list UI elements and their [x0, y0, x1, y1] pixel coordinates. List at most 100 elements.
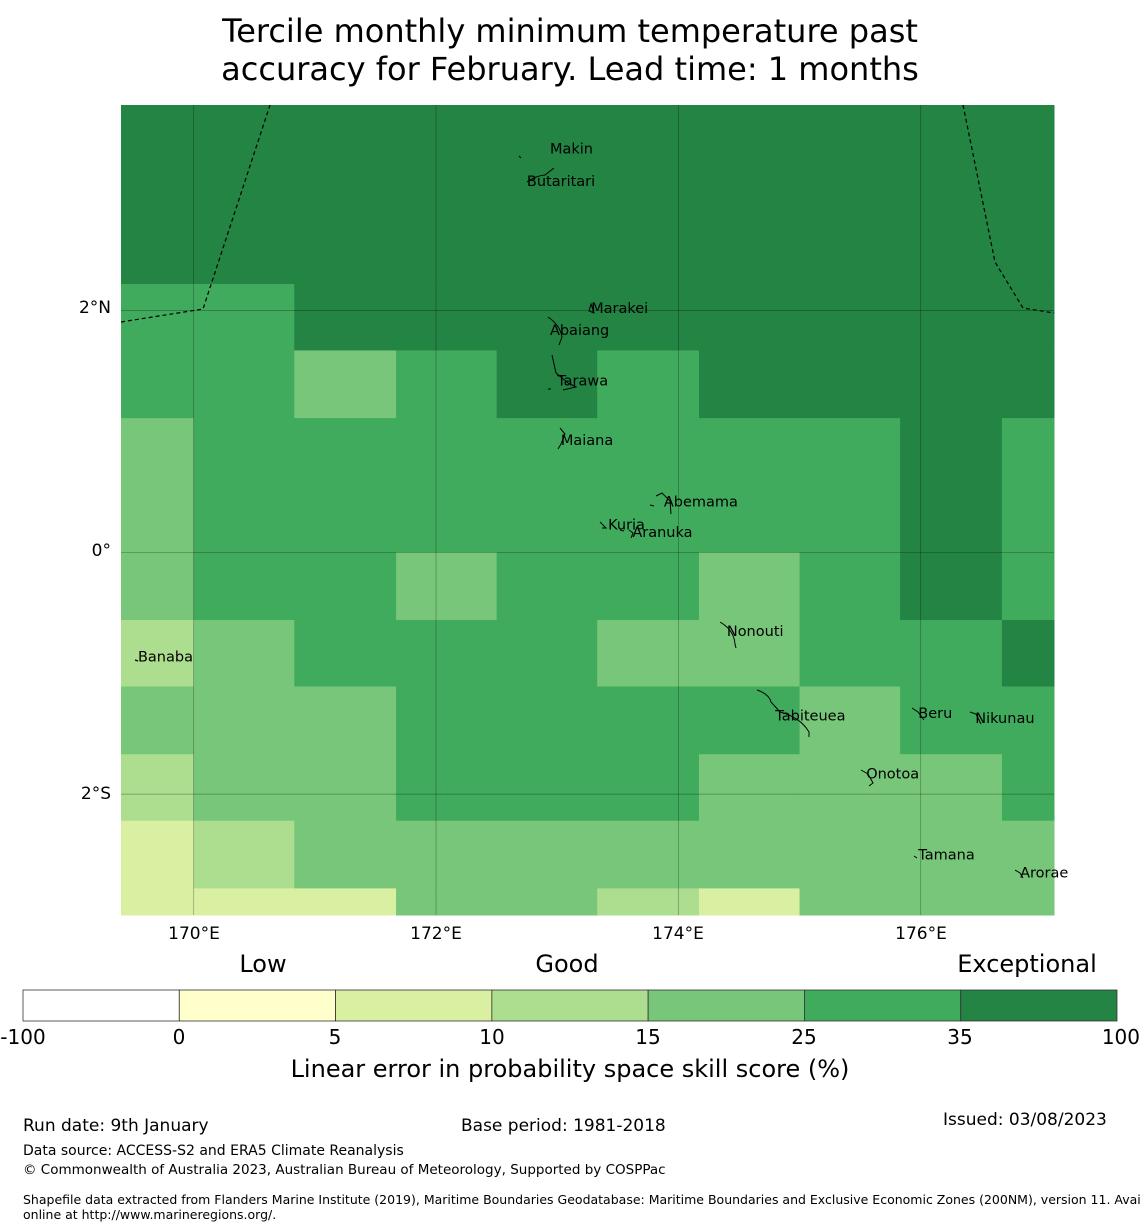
skill-cell — [799, 552, 901, 621]
island-label-nikunau: Nikunau — [975, 711, 1034, 727]
island-outline-onotoa — [860, 769, 874, 787]
skill-cell — [1001, 283, 1055, 351]
skill-cell — [597, 620, 700, 688]
skill-cell — [1001, 686, 1055, 755]
island-label-banaba: Banaba — [138, 649, 193, 665]
skill-cell — [294, 820, 397, 889]
island-label-tarawa: Tarawa — [556, 374, 608, 390]
skill-cell — [121, 283, 195, 351]
colorbar-tick: 15 — [635, 1025, 661, 1049]
colorbar-tick: -100 — [0, 1025, 46, 1049]
skill-grid — [121, 105, 1055, 916]
y-tick-2s: 2°S — [80, 784, 111, 804]
island-outline-aranuka — [619, 529, 634, 539]
skill-cell — [496, 283, 598, 351]
island-outline-tamana — [913, 855, 918, 859]
island-outline-abaiang — [547, 316, 563, 346]
x-tick-174e: 174°E — [652, 924, 704, 944]
x-tick-172e: 172°E — [410, 924, 462, 944]
skill-cell — [396, 888, 498, 916]
skill-cell — [900, 686, 1003, 755]
skill-cell — [900, 418, 1003, 553]
skill-cell — [396, 754, 498, 822]
skill-cell — [294, 418, 397, 553]
skill-cell — [698, 888, 801, 916]
x-tick-176e: 176°E — [895, 924, 947, 944]
skill-cell — [799, 620, 901, 688]
island-outlines — [134, 155, 1024, 879]
skill-cell — [900, 283, 1003, 351]
eez-boundaries — [120, 104, 1055, 323]
skill-cell — [698, 820, 801, 889]
island-outline-nikunau — [969, 711, 982, 725]
y-tick-2n: 2°N — [78, 298, 111, 318]
island-outline-marakei — [588, 302, 595, 314]
skill-cell — [294, 888, 397, 916]
skill-cell — [121, 105, 195, 285]
skill-cell — [193, 552, 295, 621]
skill-cell — [698, 686, 801, 755]
skill-cell — [396, 418, 498, 553]
skill-cell — [698, 105, 801, 285]
skill-cell — [396, 686, 498, 755]
data-source: Data source: ACCESS-S2 and ERA5 Climate … — [23, 1143, 404, 1159]
colorbar-tick: 100 — [1101, 1025, 1140, 1049]
skill-cell — [193, 350, 295, 419]
skill-cell — [294, 620, 397, 688]
skill-cell — [597, 418, 700, 553]
legend-category-good: Good — [535, 950, 599, 978]
island-label-aranuka: Aranuka — [632, 525, 692, 541]
skill-cell — [294, 105, 397, 285]
skill-cell — [900, 820, 1003, 889]
base-period: Base period: 1981-2018 — [461, 1116, 666, 1136]
island-label-kuria: Kuria — [608, 518, 645, 534]
colorbar-segment — [335, 989, 493, 1022]
skill-cell — [1001, 620, 1055, 688]
skill-cell — [496, 620, 598, 688]
island-labels: Makin Butaritari Marakei Abaiang Tarawa Maian… — [138, 142, 1068, 882]
colorbar-tick: 10 — [479, 1025, 505, 1049]
island-label-maiana: Maiana — [561, 433, 613, 449]
island-label-tabiteuea: Tabiteuea — [774, 709, 845, 725]
island-label-abemama: Abemama — [664, 495, 738, 511]
skill-cell — [799, 754, 901, 822]
island-outline-abemama — [649, 492, 672, 515]
skill-cell — [396, 620, 498, 688]
skill-cell — [496, 552, 598, 621]
skill-cell — [294, 552, 397, 621]
island-outline-beru — [911, 707, 925, 721]
skill-cell — [799, 283, 901, 351]
island-label-abaiang: Abaiang — [550, 323, 609, 339]
island-outline-tabiteuea — [756, 689, 810, 737]
skill-cell — [900, 754, 1003, 822]
skill-cell — [121, 552, 195, 621]
skill-cell — [698, 350, 801, 419]
copyright: © Commonwealth of Australia 2023, Austra… — [23, 1162, 666, 1178]
skill-cell — [900, 105, 1003, 285]
skill-cell — [121, 418, 195, 553]
colorbar-segment — [178, 989, 336, 1022]
colorbar-segment — [647, 989, 805, 1022]
title-line-2: accuracy for February. Lead time: 1 mont… — [221, 50, 919, 88]
skill-cell — [1001, 820, 1055, 889]
skill-cell — [698, 754, 801, 822]
y-tick-equator: 0° — [91, 541, 111, 561]
island-label-butaritari: Butaritari — [527, 174, 595, 190]
colorbar-segment — [22, 989, 180, 1022]
skill-cell — [121, 888, 195, 916]
skill-cell — [396, 105, 498, 285]
skill-cell — [900, 552, 1003, 621]
skill-cell — [799, 888, 901, 916]
skill-cell — [193, 888, 295, 916]
shapefile-credit-line-1: Shapefile data extracted from Flanders M… — [23, 1192, 1140, 1207]
skill-cell — [193, 686, 295, 755]
island-label-makin: Makin — [550, 142, 593, 158]
skill-cell — [193, 754, 295, 822]
skill-cell — [121, 754, 195, 822]
skill-cell — [597, 888, 700, 916]
skill-cell — [121, 620, 195, 688]
title-line-1: Tercile monthly minimum temperature past — [222, 12, 918, 50]
skill-cell — [597, 350, 700, 419]
skill-cell — [496, 418, 598, 553]
